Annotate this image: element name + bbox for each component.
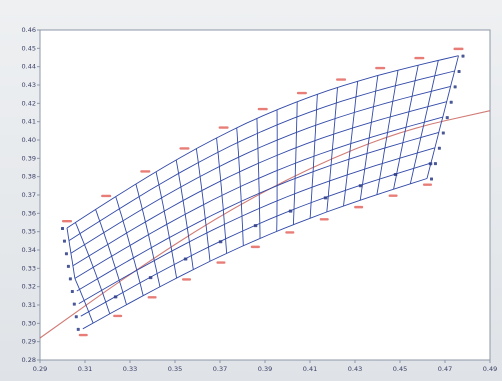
y-tick-label: 0.40 (22, 136, 36, 144)
y-axis: 0.28 0.29 0.30 0.31 0.32 0.33 0.34 0.35 0.36 0.37… (22, 26, 40, 364)
top-edge-label (375, 66, 386, 70)
left-edge-label (74, 315, 78, 319)
mesh-labels (61, 47, 465, 337)
y-tick-label: 0.38 (22, 173, 36, 181)
top-edge-label (218, 126, 229, 129)
left-edge-label (70, 290, 74, 294)
bottom-edge-label (319, 218, 329, 221)
right-edge-label (430, 177, 433, 181)
top-edge-label (179, 147, 190, 150)
right-edge-label (437, 146, 441, 150)
bottom-edge-label (285, 231, 295, 234)
right-edge-label (433, 162, 437, 166)
inner-row-label (148, 276, 153, 280)
wireframe-mesh (66, 55, 459, 330)
inner-row-label (358, 184, 363, 188)
x-tick-label: 0.43 (348, 365, 362, 373)
plot-area (39, 29, 491, 361)
bottom-edge-label (388, 194, 398, 197)
right-edge-label (453, 85, 457, 89)
y-tick-label: 0.29 (22, 338, 36, 346)
left-edge-label (76, 327, 80, 331)
y-tick-label: 0.43 (22, 81, 36, 89)
right-edge-label (445, 116, 449, 120)
left-edge-label (66, 264, 70, 268)
mesh-row-line (76, 131, 439, 292)
y-tick-label: 0.46 (22, 26, 36, 34)
x-tick-label: 0.47 (438, 365, 452, 373)
y-tick-label: 0.33 (22, 264, 36, 272)
inner-row-label (428, 162, 433, 166)
reference-curve (39, 110, 491, 339)
left-edge-label (61, 227, 64, 230)
bottom-edge-label (78, 333, 88, 337)
x-tick-label: 0.45 (393, 365, 407, 373)
right-edge-label (441, 131, 445, 135)
right-edge-label (449, 100, 453, 104)
inner-row-label (113, 295, 118, 299)
inner-row-label (253, 224, 258, 228)
y-tick-label: 0.41 (22, 118, 36, 126)
y-tick-label: 0.35 (22, 228, 36, 236)
y-tick-label: 0.36 (22, 209, 36, 217)
y-tick-label: 0.28 (22, 356, 36, 364)
inner-row-label (218, 240, 223, 244)
top-edge-label (101, 194, 112, 198)
left-edge-label (64, 252, 68, 256)
top-edge-label (414, 56, 425, 60)
x-axis: 0.29 0.31 0.33 0.35 0.37 0.39 0.41 0.43 0.45 0.47… (33, 360, 497, 373)
inner-row-label (323, 196, 328, 200)
y-tick-label: 0.42 (22, 99, 36, 107)
mesh-row-line (68, 70, 455, 241)
bottom-edge-label (113, 314, 123, 318)
bottom-edge-label (147, 296, 157, 299)
top-edge-label (296, 91, 307, 95)
bottom-edge-label (182, 278, 192, 281)
y-tick-label: 0.44 (22, 63, 36, 71)
bottom-edge-label (250, 245, 260, 249)
y-tick-label: 0.45 (22, 44, 36, 52)
mesh-row-line (72, 101, 447, 267)
y-tick-label: 0.32 (22, 283, 36, 291)
mesh-row-line (66, 55, 459, 229)
x-tick-label: 0.33 (123, 365, 137, 373)
x-tick-label: 0.49 (483, 365, 497, 373)
bottom-edge-label (354, 205, 364, 209)
y-tick-label: 0.31 (22, 301, 36, 309)
curve-line (39, 110, 491, 339)
bottom-edge-label (216, 261, 226, 264)
mesh-row-line (78, 147, 436, 304)
inner-row-label (183, 257, 188, 261)
y-tick-label: 0.30 (22, 319, 36, 327)
x-tick-label: 0.35 (168, 365, 182, 373)
top-edge-label (62, 220, 72, 223)
inner-row-label (393, 173, 398, 177)
top-edge-label (140, 170, 151, 173)
inner-row-label (288, 209, 293, 213)
y-tick-label: 0.39 (22, 154, 36, 162)
top-edge-label (257, 107, 268, 111)
x-tick-label: 0.37 (213, 365, 227, 373)
left-edge-label (62, 239, 66, 243)
right-edge-label (461, 54, 465, 58)
x-tick-label: 0.41 (303, 365, 317, 373)
mesh-row-line (82, 178, 428, 330)
top-edge-label (453, 47, 464, 51)
right-edge-label (457, 70, 461, 74)
y-tick-label: 0.37 (22, 191, 36, 199)
left-edge-label (72, 302, 76, 306)
top-edge-label (336, 78, 347, 81)
x-tick-label: 0.39 (258, 365, 272, 373)
x-tick-label: 0.29 (33, 365, 47, 373)
mesh-row-line (70, 85, 451, 254)
bottom-edge-label (423, 183, 432, 186)
left-edge-label (68, 277, 72, 281)
y-tick-label: 0.34 (22, 246, 36, 254)
mesh-row-line (74, 116, 443, 279)
x-tick-label: 0.31 (78, 365, 92, 373)
